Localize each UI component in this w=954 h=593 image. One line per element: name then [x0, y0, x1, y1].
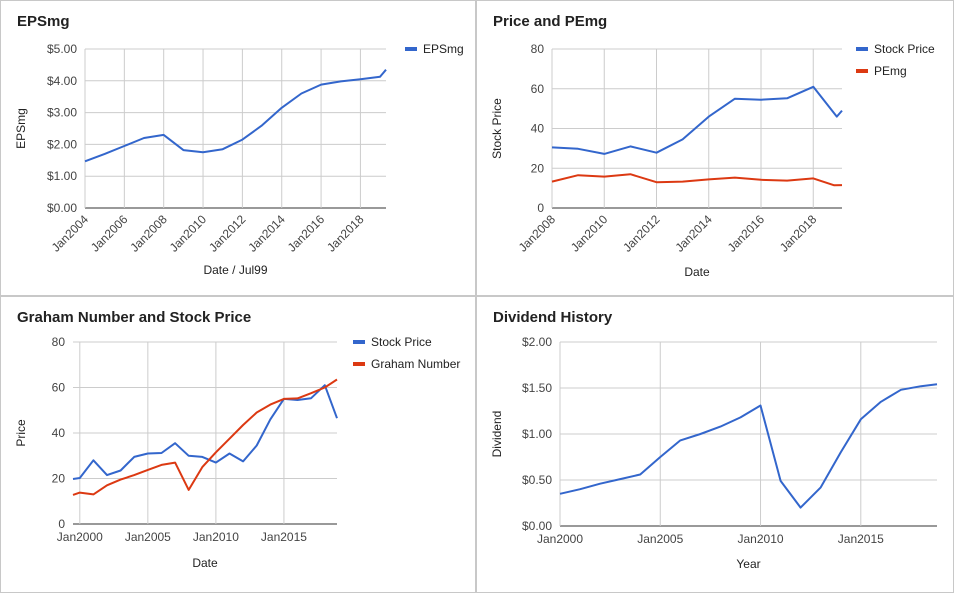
- x-tick-label: Jan2010: [193, 530, 239, 544]
- x-tick-label: Jan2008: [516, 212, 559, 255]
- x-tick-label: Jan2015: [838, 532, 884, 546]
- series-line-0: [84, 69, 387, 163]
- y-tick-label: 40: [52, 426, 66, 440]
- x-tick-label: Jan2005: [125, 530, 171, 544]
- x-axis-label: Date / Jul99: [203, 263, 267, 277]
- legend-swatch: [353, 340, 365, 344]
- x-tick-label: Jan2004: [49, 212, 92, 255]
- x-tick-label: Jan2018: [324, 212, 367, 255]
- y-tick-label: $3.00: [47, 106, 77, 120]
- series-line-1: [551, 173, 843, 187]
- y-tick-label: 20: [52, 472, 66, 486]
- legend-label: Graham Number: [371, 357, 460, 371]
- x-tick-label: Jan2014: [245, 212, 288, 255]
- graham-chart: 0 20 40 60 80 Jan2000 Jan2005 Jan2010 Jan2015 Dat…: [14, 335, 460, 570]
- y-tick-label: 80: [52, 335, 66, 349]
- y-tick-label: $2.00: [522, 335, 552, 349]
- y-tick-label: $1.00: [47, 169, 77, 183]
- series-line-0: [72, 384, 338, 480]
- dividend-chart-panel: Dividend History $0.00 $0.50 $1.00 $1.50 $2.…: [476, 296, 954, 593]
- x-tick-label: Jan2015: [261, 530, 307, 544]
- chart-title: Dividend History: [493, 309, 613, 326]
- y-tick-label: $4.00: [47, 74, 77, 88]
- x-tick-label: Jan2005: [637, 532, 683, 546]
- x-axis-label: Year: [736, 557, 760, 571]
- x-tick-label: Jan2010: [738, 532, 784, 546]
- legend-swatch: [856, 69, 868, 73]
- y-tick-label: 80: [531, 42, 545, 56]
- legend-label: Stock Price: [874, 42, 935, 56]
- legend-swatch: [856, 47, 868, 51]
- legend-label: PEmg: [874, 64, 907, 78]
- chart-title: Price and PEmg: [493, 13, 608, 30]
- y-tick-label: $0.00: [47, 201, 77, 215]
- price-pemg-chart-panel: Price and PEmg 0 20 40 60 80 Jan2008 Jan2010 Ja…: [476, 0, 954, 296]
- y-tick-label: 60: [52, 381, 66, 395]
- y-tick-label: $0.50: [522, 473, 552, 487]
- legend-label: EPSmg: [423, 42, 464, 56]
- y-axis-label: Dividend: [490, 411, 504, 458]
- y-tick-label: 0: [537, 201, 544, 215]
- y-tick-label: $1.00: [522, 427, 552, 441]
- y-tick-label: $1.50: [522, 381, 552, 395]
- x-tick-label: Jan2016: [285, 212, 328, 255]
- x-tick-label: Jan2014: [672, 212, 715, 255]
- y-tick-label: 20: [531, 161, 545, 175]
- y-tick-label: 40: [531, 122, 545, 136]
- eps-chart-panel: EPSmg $0.00 $1.00 $2.00 $3.00 $4.00 $5.00 Jan2…: [0, 0, 476, 296]
- legend-swatch: [353, 362, 365, 366]
- x-tick-label: Jan2012: [620, 212, 663, 255]
- series-line-0: [559, 383, 938, 509]
- y-tick-label: $0.00: [522, 519, 552, 533]
- y-tick-label: $5.00: [47, 42, 77, 56]
- eps-chart: $0.00$1.00$2.00$3.00$4.00$5.00Jan2004Jan…: [14, 42, 464, 277]
- y-tick-label: $2.00: [47, 137, 77, 151]
- y-axis-label: Stock Price: [490, 98, 504, 159]
- x-tick-label: Jan2010: [167, 212, 210, 255]
- x-tick-label: Jan2016: [725, 212, 768, 255]
- series-line-0: [551, 85, 843, 155]
- y-tick-label: 60: [531, 82, 545, 96]
- x-axis-label: Date: [684, 265, 710, 279]
- x-tick-label: Jan2006: [88, 212, 131, 255]
- y-axis-label: Price: [14, 419, 28, 447]
- chart-title: EPSmg: [17, 13, 70, 30]
- x-tick-label: Jan2000: [537, 532, 583, 546]
- x-tick-label: Jan2008: [127, 212, 170, 255]
- legend-label: Stock Price: [371, 335, 432, 349]
- x-tick-label: Jan2018: [777, 212, 820, 255]
- x-axis-label: Date: [192, 556, 218, 570]
- x-tick-label: Jan2012: [206, 212, 249, 255]
- series-line-1: [72, 378, 338, 496]
- chart-title: Graham Number and Stock Price: [17, 309, 252, 326]
- x-tick-label: Jan2010: [568, 212, 611, 255]
- y-axis-label: EPSmg: [14, 108, 28, 149]
- x-tick-label: Jan2000: [57, 530, 103, 544]
- legend-swatch: [405, 47, 417, 51]
- graham-chart-panel: Graham Number and Stock Price 0 20 40 60 80 J…: [0, 296, 476, 593]
- y-tick-label: 0: [58, 517, 65, 531]
- dividend-chart: $0.00 $0.50 $1.00 $1.50 $2.00 Jan2000 Jan2005 J…: [490, 335, 938, 571]
